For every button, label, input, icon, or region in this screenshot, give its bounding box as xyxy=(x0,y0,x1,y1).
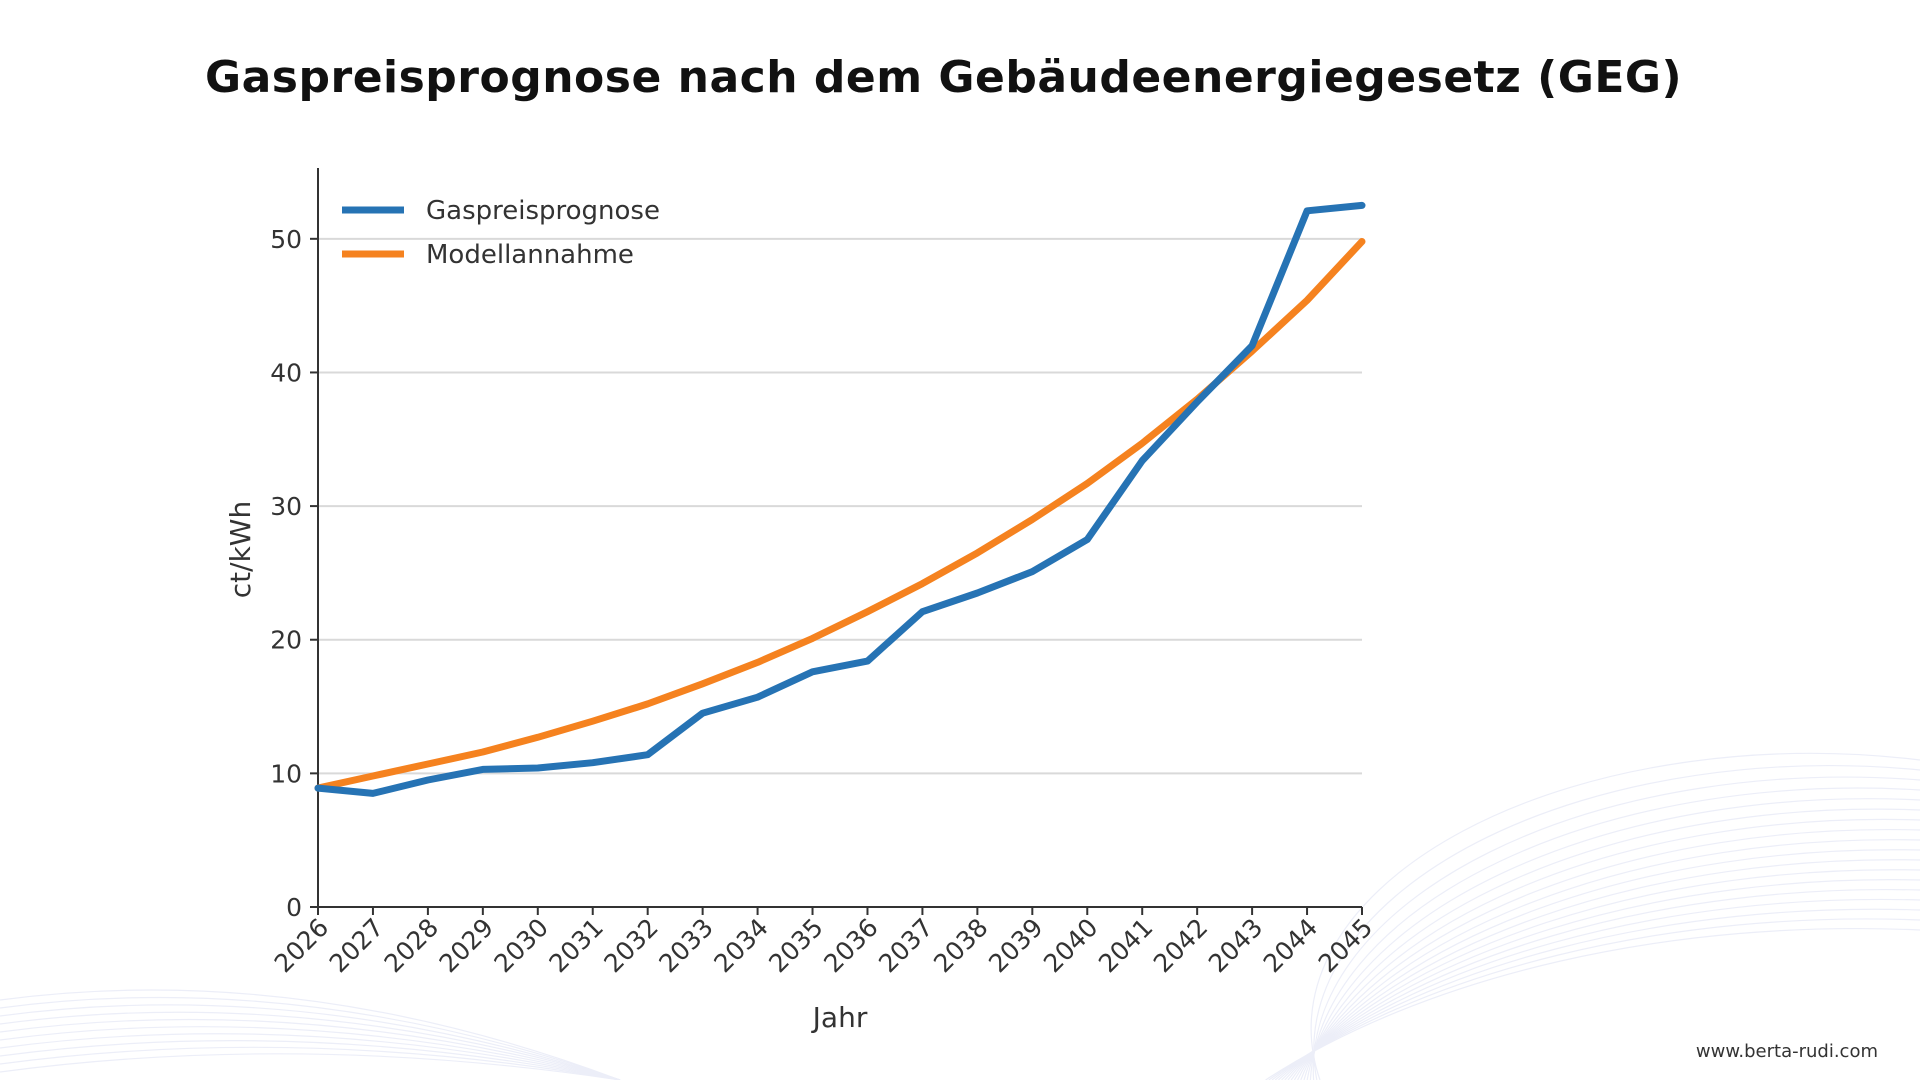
series-lines xyxy=(314,201,1366,797)
y-tick-label: 20 xyxy=(270,626,302,655)
y-tick-label: 0 xyxy=(286,893,302,922)
footer-url[interactable]: www.berta-rudi.com xyxy=(1695,1041,1878,1062)
x-tick-label: 2039 xyxy=(983,913,1048,978)
x-tick-label: 2030 xyxy=(489,913,554,978)
x-tick-label: 2041 xyxy=(1093,913,1158,978)
page-title: Gaspreisprognose nach dem Gebäudeenergie… xyxy=(205,52,1683,103)
x-tick-label: 2028 xyxy=(379,913,444,978)
y-tick-label: 30 xyxy=(270,492,302,521)
x-tick-label: 2043 xyxy=(1203,913,1268,978)
y-tick-label: 40 xyxy=(270,358,302,387)
x-tick-label: 2029 xyxy=(434,913,499,978)
x-tick-label: 2042 xyxy=(1148,913,1213,978)
x-tick-label: 2044 xyxy=(1258,913,1323,978)
series-line-gaspreisprognose xyxy=(314,201,1366,797)
x-axis-label: Jahr xyxy=(811,1001,868,1034)
series-line-modellannahme xyxy=(314,238,1366,792)
x-tick-label: 2033 xyxy=(653,913,718,978)
x-tick-label: 2036 xyxy=(818,913,883,978)
x-tick-label: 2040 xyxy=(1038,913,1103,978)
x-tick-label: 2026 xyxy=(269,913,334,978)
x-tick-label: 2038 xyxy=(928,913,993,978)
x-tick-label: 2027 xyxy=(324,913,389,978)
x-tick-label: 2035 xyxy=(763,913,828,978)
x-tick-label: 2031 xyxy=(543,913,608,978)
legend-label: Modellannahme xyxy=(426,240,634,270)
axes: 0102030405020262027202820292030203120322… xyxy=(224,168,1378,1034)
grid-lines xyxy=(318,237,1362,775)
x-tick-label: 2032 xyxy=(598,913,663,978)
x-tick-label: 2045 xyxy=(1313,913,1378,978)
legend: Gaspreisprognose Modellannahme xyxy=(342,196,660,270)
y-tick-label: 50 xyxy=(270,225,302,254)
x-tick-label: 2034 xyxy=(708,913,773,978)
x-tick-label: 2037 xyxy=(873,913,938,978)
y-tick-label: 10 xyxy=(270,759,302,788)
y-axis-label: ct/kWh xyxy=(224,501,257,598)
legend-label: Gaspreisprognose xyxy=(426,196,660,226)
